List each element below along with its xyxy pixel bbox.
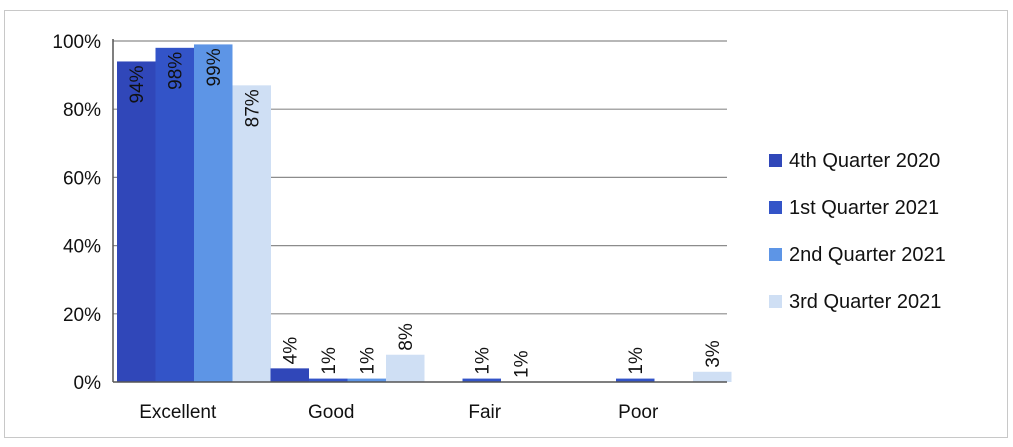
data-label: 1% bbox=[358, 347, 379, 375]
data-labels: 94% 98% 99% 87% 4% 1% 1% 8% 1% 1% 1% 3% bbox=[127, 48, 724, 378]
legend-label: 4th Quarter 2020 bbox=[789, 150, 940, 172]
bar bbox=[270, 368, 309, 382]
legend-label: 2nd Quarter 2021 bbox=[789, 244, 946, 266]
chart-frame: 0% 20% 40% 60% 80% 100% Excellent Good Fair Poor … bbox=[4, 10, 1008, 438]
bar bbox=[386, 354, 425, 382]
legend-swatch bbox=[769, 295, 782, 308]
bars bbox=[117, 44, 732, 383]
data-label: 3% bbox=[703, 340, 724, 368]
y-tick-label: 100% bbox=[52, 32, 101, 53]
data-label: 4% bbox=[281, 337, 302, 365]
data-label: 94% bbox=[127, 65, 148, 103]
bar bbox=[616, 378, 655, 382]
axes: 0% 20% 40% 60% 80% 100% Excellent Good Fair Poor bbox=[52, 32, 727, 423]
bar bbox=[117, 61, 156, 383]
bar-chart: 0%20%40%60%80%100%Excellent Good Fair Poor … bbox=[52, 32, 946, 423]
y-tick-label: 80% bbox=[63, 100, 101, 121]
data-label: 87% bbox=[243, 89, 264, 127]
legend-swatch bbox=[769, 154, 782, 167]
bar bbox=[309, 378, 348, 382]
legend-label: 1st Quarter 2021 bbox=[789, 197, 939, 219]
data-label: 98% bbox=[166, 52, 187, 90]
data-label: 99% bbox=[204, 48, 225, 86]
data-label: 1% bbox=[319, 347, 340, 375]
legend-label: 3rd Quarter 2021 bbox=[789, 291, 941, 313]
data-label: 1% bbox=[473, 347, 494, 375]
x-tick-label: Excellent bbox=[139, 402, 217, 423]
data-label: 8% bbox=[396, 323, 417, 351]
y-tick-label: 20% bbox=[63, 305, 101, 326]
bar bbox=[232, 85, 271, 382]
data-label: 1% bbox=[511, 350, 532, 378]
x-tick-label: Good bbox=[308, 402, 354, 423]
bar bbox=[347, 378, 386, 382]
y-tick-label: 40% bbox=[63, 237, 101, 258]
data-label: 1% bbox=[626, 347, 647, 375]
y-tick-label: 60% bbox=[63, 168, 101, 189]
bar bbox=[155, 47, 194, 382]
y-tick-label: 0% bbox=[74, 373, 102, 394]
legend: 4th Quarter 2020 1st Quarter 2021 2nd Quar… bbox=[769, 150, 946, 313]
legend-swatch bbox=[769, 248, 782, 261]
bar bbox=[194, 44, 233, 382]
bar bbox=[693, 371, 732, 382]
x-tick-label: Poor bbox=[618, 402, 659, 423]
x-tick-label: Fair bbox=[468, 402, 501, 423]
legend-swatch bbox=[769, 201, 782, 214]
bar bbox=[462, 378, 501, 382]
